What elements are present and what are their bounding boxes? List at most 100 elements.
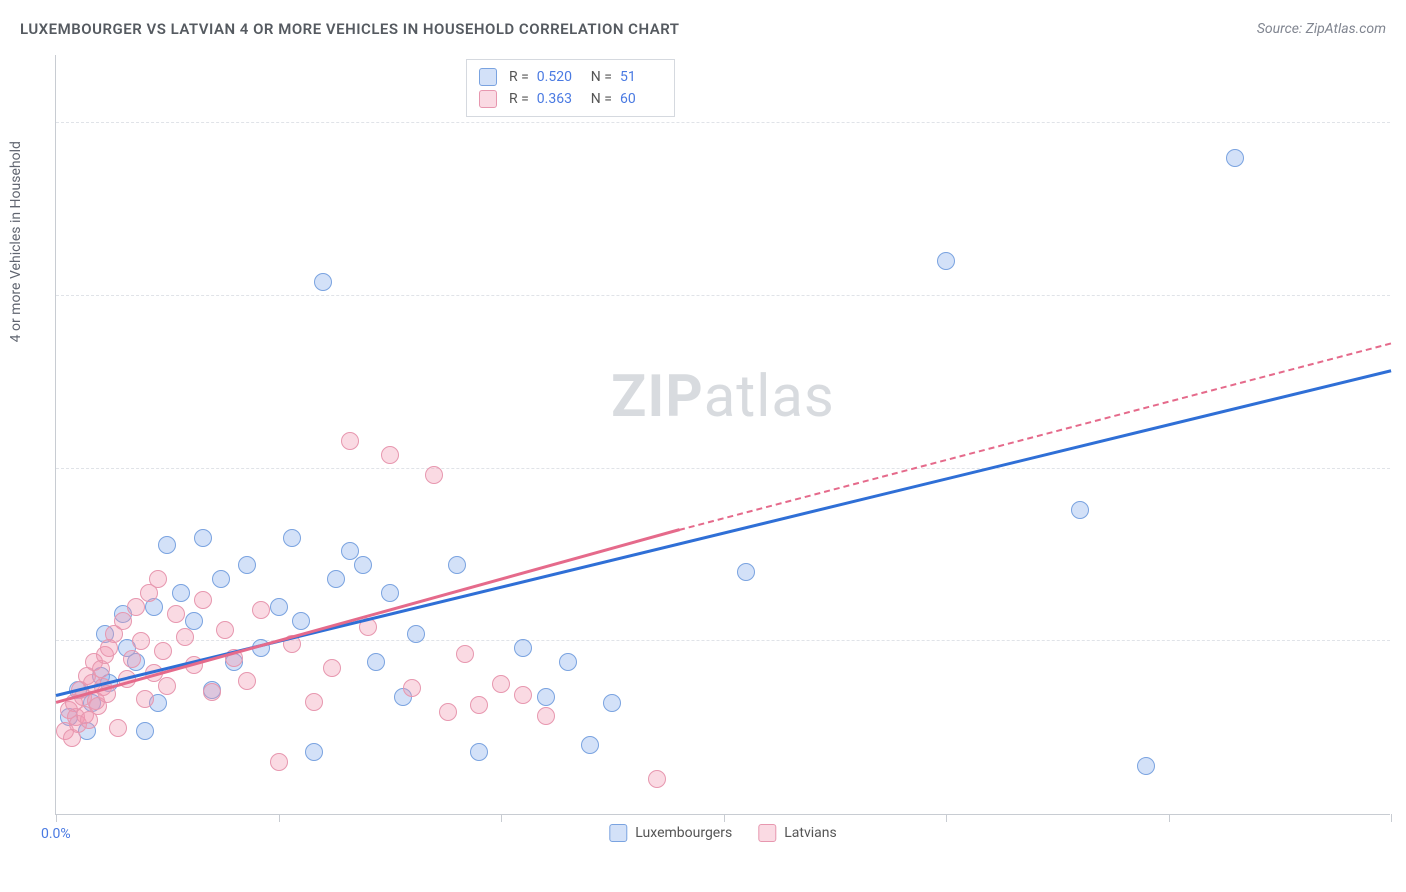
scatter-point [305,743,323,761]
legend-item: Luxembourgers [609,824,732,842]
scatter-point [456,645,474,663]
scatter-point [216,621,234,639]
scatter-point [123,650,141,668]
stats-legend: R = 0.520 N = 51 R = 0.363 N = 60 [466,59,675,117]
scatter-point [132,632,150,650]
stat-n-label: N = [591,88,612,110]
series-swatch [479,90,497,108]
scatter-point [1137,757,1155,775]
scatter-point [439,703,457,721]
x-tick [724,814,725,822]
scatter-point [212,570,230,588]
stat-r-label: R = [509,88,529,110]
scatter-point [114,612,132,630]
legend-label: Latvians [784,825,837,841]
scatter-point [292,612,310,630]
y-axis-label: 4 or more Vehicles in Household [8,141,24,342]
scatter-point [203,683,221,701]
scatter-point [136,722,154,740]
scatter-point [270,753,288,771]
scatter-point [270,598,288,616]
source-attribution: Source: ZipAtlas.com [1257,21,1386,37]
scatter-point [158,677,176,695]
y-tick-label: 37.5% [1395,272,1406,288]
legend-item: Latvians [758,824,837,842]
gridline [56,468,1390,469]
scatter-point [127,598,145,616]
x-tick [1169,814,1170,822]
scatter-point [1071,501,1089,519]
scatter-point [381,446,399,464]
scatter-point [194,529,212,547]
scatter-point [327,570,345,588]
scatter-point [149,570,167,588]
stat-n-value: 51 [620,66,662,88]
scatter-point [367,653,385,671]
scatter-point [341,432,359,450]
scatter-point [737,563,755,581]
scatter-chart: ZIPatlas 4 or more Vehicles in Household… [55,55,1390,815]
scatter-point [448,556,466,574]
x-tick [1391,814,1392,822]
scatter-point [537,707,555,725]
watermark: ZIPatlas [611,363,835,431]
scatter-point [136,690,154,708]
scatter-point [172,584,190,602]
scatter-point [581,736,599,754]
series-swatch [609,824,627,842]
scatter-point [537,688,555,706]
series-swatch [479,68,497,86]
x-tick [279,814,280,822]
gridline [56,122,1390,123]
x-tick [501,814,502,822]
stat-n-value: 60 [620,88,662,110]
scatter-point [238,556,256,574]
scatter-point [354,556,372,574]
stats-row: R = 0.363 N = 60 [479,88,662,110]
scatter-point [176,628,194,646]
scatter-point [305,693,323,711]
scatter-point [514,686,532,704]
x-axis-min-label: 0.0% [41,826,71,842]
stat-r-value: 0.363 [537,88,579,110]
scatter-point [425,466,443,484]
y-tick-label: 12.5% [1395,617,1406,633]
trend-line [56,528,680,703]
scatter-point [323,659,341,677]
scatter-point [252,601,270,619]
scatter-point [407,625,425,643]
chart-title: LUXEMBOURGER VS LATVIAN 4 OR MORE VEHICL… [20,20,680,38]
gridline [56,295,1390,296]
scatter-point [492,675,510,693]
stat-r-label: R = [509,66,529,88]
scatter-point [470,696,488,714]
scatter-point [194,591,212,609]
scatter-point [109,719,127,737]
scatter-point [381,584,399,602]
scatter-point [167,605,185,623]
scatter-point [185,612,203,630]
trend-line [679,342,1392,530]
x-tick [56,814,57,822]
scatter-point [470,743,488,761]
scatter-point [559,653,577,671]
scatter-point [283,529,301,547]
scatter-point [514,639,532,657]
y-tick-label: 50.0% [1395,99,1406,115]
scatter-point [314,273,332,291]
stats-row: R = 0.520 N = 51 [479,66,662,88]
stat-r-value: 0.520 [537,66,579,88]
series-swatch [758,824,776,842]
stat-n-label: N = [591,66,612,88]
series-legend: Luxembourgers Latvians [609,824,836,842]
scatter-point [937,252,955,270]
y-tick-label: 25.0% [1395,445,1406,461]
scatter-point [403,679,421,697]
scatter-point [1226,149,1244,167]
scatter-point [154,642,172,660]
scatter-point [158,536,176,554]
legend-label: Luxembourgers [635,825,732,841]
scatter-point [238,672,256,690]
x-tick [946,814,947,822]
scatter-point [648,770,666,788]
